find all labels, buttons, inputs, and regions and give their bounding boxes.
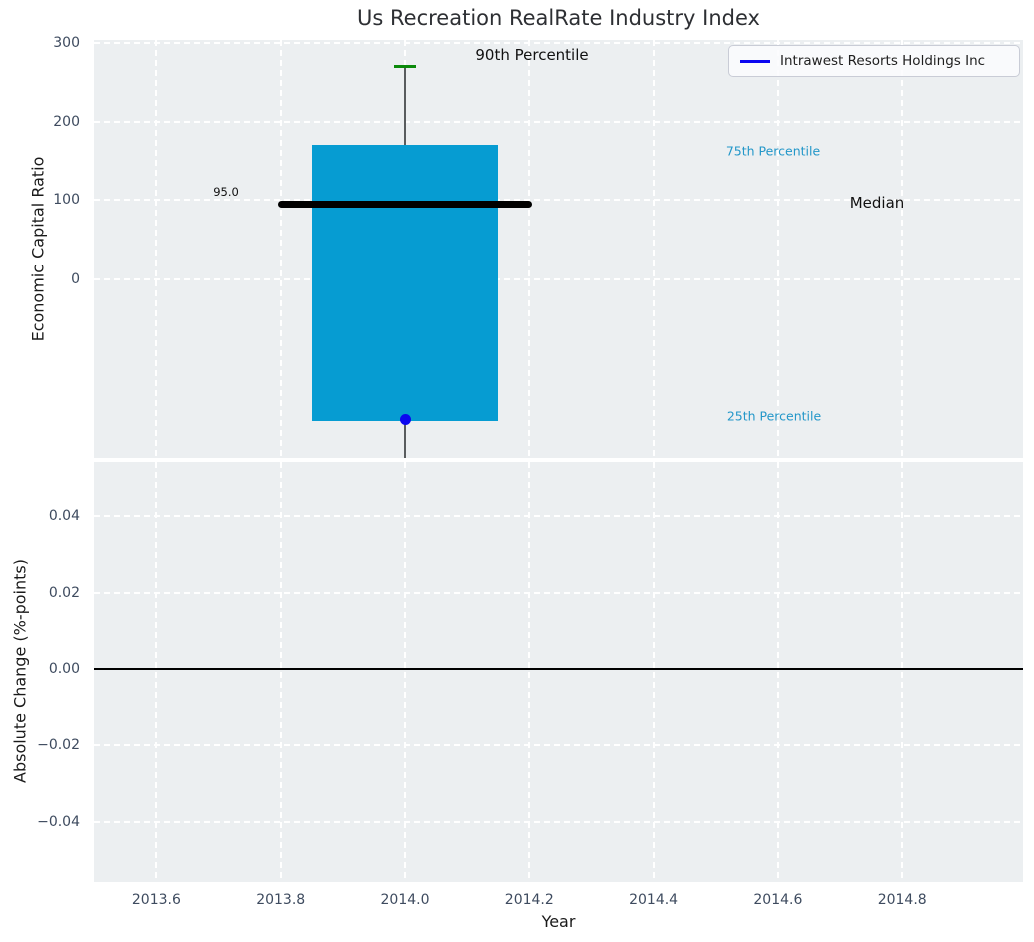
legend-series-label: Intrawest Resorts Holdings Inc [780, 53, 986, 69]
interquartile-bar [311, 145, 499, 421]
annotation-median: Median [849, 194, 905, 212]
gridline-y-top [94, 41, 1023, 44]
bottom-y-axis-label: Absolute Change (%-points) [10, 559, 30, 783]
gridline-x-top [155, 40, 158, 458]
annotation-75th-percentile: 75th Percentile [725, 143, 821, 159]
x-tick-label: 2013.6 [131, 892, 181, 908]
annotation-90th-percentile: 90th Percentile [475, 46, 589, 64]
chart-title: Us Recreation RealRate Industry Index [357, 6, 760, 30]
y-tick-label-top: 200 [53, 113, 80, 130]
gridline-x-top [901, 40, 904, 458]
median-line [277, 200, 533, 208]
gridline-x-bottom [279, 462, 282, 882]
gridline-x-top [279, 40, 282, 458]
annotation-25th-percentile: 25th Percentile [726, 408, 822, 424]
gridline-x-bottom [528, 462, 531, 882]
percentile-90-cap [394, 65, 416, 68]
x-tick-label: 2013.8 [256, 892, 306, 908]
x-tick-label: 2014.6 [753, 892, 803, 908]
gridline-y-top [94, 120, 1023, 123]
x-tick-label: 2014.0 [380, 892, 430, 908]
y-tick-label-top: 0 [71, 271, 80, 287]
y-tick-label-bottom: 0.02 [48, 584, 80, 601]
y-tick-label-bottom: 0.04 [48, 508, 80, 525]
legend-line-swatch [740, 59, 770, 63]
x-tick-label: 2014.8 [877, 892, 927, 908]
x-axis-label: Year [541, 912, 576, 931]
gridline-x-top [652, 40, 655, 458]
gridline-y-bottom [94, 820, 1023, 823]
y-tick-label-bottom: −0.02 [37, 737, 80, 754]
gridline-y-bottom [94, 591, 1023, 594]
legend: Intrawest Resorts Holdings Inc [728, 45, 1020, 77]
company-marker-dot [399, 413, 411, 425]
gridline-x-top [776, 40, 779, 458]
gridline-y-bottom [94, 515, 1023, 518]
gridline-x-bottom [776, 462, 779, 882]
zero-reference-line [94, 668, 1023, 670]
y-tick-label-top: 100 [53, 192, 80, 209]
gridline-x-bottom [652, 462, 655, 882]
gridline-y-top [94, 278, 1023, 280]
y-tick-label-bottom: −0.04 [37, 813, 80, 830]
gridline-y-top [94, 199, 1023, 202]
x-tick-label: 2014.4 [629, 892, 679, 908]
gridline-x-top [528, 40, 531, 458]
gridline-y-bottom [94, 744, 1023, 747]
gridline-x-bottom [901, 462, 904, 882]
gridline-x-bottom [155, 462, 158, 882]
x-tick-label: 2014.2 [504, 892, 554, 908]
gridline-x-bottom [404, 462, 406, 882]
median-value-label: 95.0 [213, 185, 239, 199]
bottom-axes-background [94, 462, 1023, 882]
top-y-axis-label: Economic Capital Ratio [28, 156, 48, 342]
y-tick-label-bottom: 0.00 [48, 661, 80, 677]
y-tick-label-top: 300 [53, 34, 80, 51]
top-axes-background [94, 40, 1023, 458]
